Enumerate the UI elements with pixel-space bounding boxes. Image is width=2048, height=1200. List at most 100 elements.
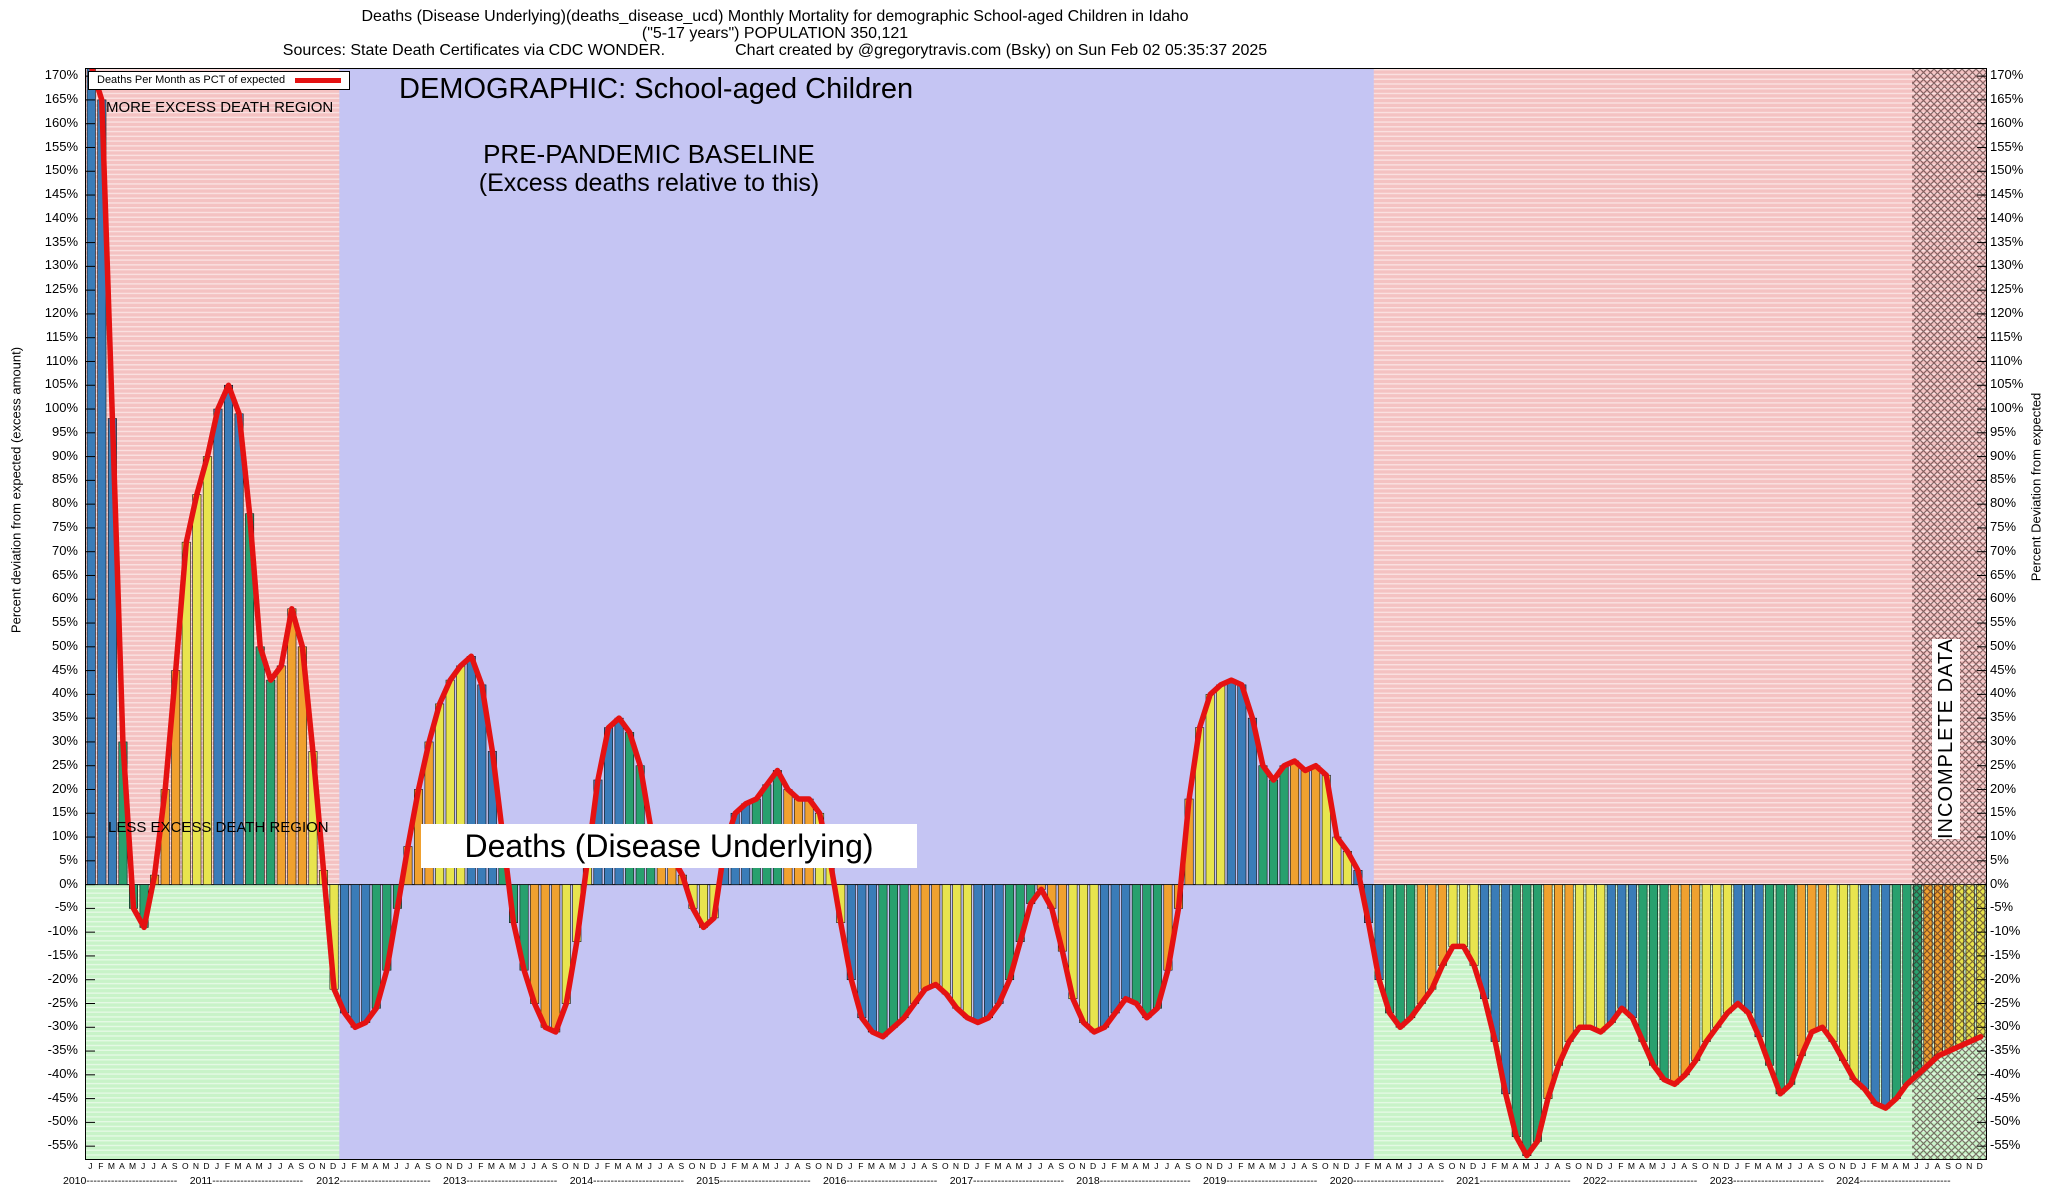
month-bar (1395, 884, 1405, 1028)
x-axis-year-label: 2010-------------------------- (63, 1175, 178, 1187)
x-axis-month-label: J (1544, 1161, 1550, 1171)
y-axis-tick-label: -25% (47, 994, 78, 1010)
x-axis-month-label: M (1627, 1161, 1635, 1171)
month-bar (1543, 884, 1553, 1099)
x-axis-month-label: M (487, 1161, 495, 1171)
x-axis-month-label: O (308, 1161, 316, 1171)
x-axis-month-label: M (1501, 1161, 1509, 1171)
x-axis-year-label: 2011-------------------------- (189, 1175, 304, 1187)
x-axis-month-label: M (382, 1161, 390, 1171)
month-bar (1902, 884, 1912, 1085)
x-axis-month-label: M (1268, 1161, 1277, 1171)
x-axis-month-label: N (1712, 1161, 1719, 1171)
y-axis-tick-label: 30% (1990, 732, 2017, 748)
month-bar (1522, 884, 1532, 1156)
y-axis-tick-label: 0% (1990, 875, 2009, 891)
month-bar (1744, 884, 1753, 1014)
x-axis-month-label: F (1111, 1161, 1117, 1171)
month-bar (1226, 679, 1236, 885)
y-axis-tick-label: 55% (51, 614, 78, 629)
x-axis-month-label: S (805, 1161, 811, 1171)
x-axis-month-label: A (1554, 1161, 1561, 1171)
month-bar (1891, 884, 1901, 1099)
x-axis-month-label: A (1132, 1161, 1139, 1171)
month-bar (1733, 884, 1743, 1004)
x-axis-month-label: S (1058, 1161, 1065, 1171)
x-axis-month-label: N (1206, 1161, 1213, 1171)
x-axis-month-label: N (826, 1161, 833, 1171)
legend: Deaths Per Month as PCT of expected (88, 71, 351, 90)
month-bar (1089, 884, 1099, 1033)
x-axis-month-label: S (1185, 1161, 1191, 1171)
x-axis-month-label: M (1395, 1161, 1403, 1171)
x-axis-year-label: 2016-------------------------- (823, 1175, 938, 1187)
y-axis-right: 170% 165% 160% 155% 150% 145% 140% 135% 130% 125%… (1990, 68, 2048, 1158)
x-axis-month-label: M (1775, 1161, 1783, 1171)
x-axis-month-label: J (88, 1161, 93, 1171)
chart-title-line3: Sources: State Death Certificates via CD… (0, 42, 1550, 59)
x-axis-month-label: A (1174, 1161, 1181, 1171)
month-bar (899, 884, 909, 1019)
x-axis-month-label: M (234, 1161, 242, 1171)
month-bar (1269, 779, 1278, 885)
month-bar (1205, 694, 1215, 885)
month-bar (1649, 884, 1658, 1066)
x-axis-month-label: S (678, 1161, 685, 1171)
y-axis-tick-label: 100% (1990, 400, 2024, 415)
x-axis-month-label: J (1354, 1161, 1360, 1171)
x-axis-month-label: D (1343, 1161, 1350, 1171)
x-axis-month-label: J (911, 1161, 916, 1171)
x-axis-month-label: J (1924, 1161, 1930, 1171)
pct-of-expected-line (89, 69, 1984, 1159)
legend-label: Deaths Per Month as PCT of expected (97, 74, 286, 86)
x-axis-month-label: J (1608, 1161, 1613, 1171)
y-axis-tick-label: 105% (1990, 376, 2024, 392)
x-axis-month-label: J (520, 1161, 526, 1171)
month-bar (1659, 884, 1669, 1080)
month-bar (889, 884, 898, 1028)
y-axis-tick-label: -5% (54, 899, 78, 915)
plot-area: Deaths Per Month as PCT of expected MORE… (85, 68, 1987, 1160)
month-bar (931, 884, 941, 985)
x-axis-month-label: D (1596, 1161, 1603, 1171)
x-axis-month-label: O (941, 1161, 949, 1171)
month-bar (1237, 684, 1247, 885)
y-axis-tick-label: 50% (51, 637, 78, 653)
x-axis-month-label: S (1818, 1161, 1825, 1171)
month-bar (1638, 884, 1648, 1042)
y-axis-tick-label: 20% (51, 780, 78, 796)
x-axis-month-label: J (1164, 1161, 1170, 1171)
x-axis-month-label: J (1671, 1161, 1676, 1171)
month-bar (1828, 884, 1838, 1042)
x-axis-month-label: O (1575, 1161, 1582, 1171)
x-axis-month-label: A (119, 1161, 125, 1171)
month-bar (1100, 884, 1110, 1028)
x-axis-month-label: A (1639, 1161, 1645, 1171)
x-axis-month-label: J (1291, 1161, 1296, 1171)
x-axis-month-label: A (372, 1161, 379, 1171)
x-axis-month-label: J (1534, 1161, 1539, 1171)
x-axis-month-label: J (1228, 1161, 1233, 1171)
x-axis-month-label: F (1491, 1161, 1497, 1171)
y-axis-tick-label: 140% (44, 209, 78, 225)
month-bar (1712, 884, 1722, 1028)
month-bar (1511, 884, 1521, 1137)
x-axis-year-label: 2023-------------------------- (1709, 1175, 1824, 1187)
y-axis-tick-label: -30% (1990, 1018, 2021, 1034)
baseline-label-line1: PRE-PANDEMIC BASELINE (483, 139, 815, 169)
x-axis-month-label: A (1428, 1161, 1434, 1171)
x-axis-month-label: M (508, 1161, 517, 1171)
x-axis-month-label: J (1798, 1161, 1803, 1171)
x-axis-month-label: S (1565, 1161, 1571, 1171)
x-axis-month-label: O (815, 1161, 822, 1171)
x-axis-month-label: M (1015, 1161, 1023, 1171)
month-bar (1469, 884, 1479, 966)
month-bar (224, 384, 233, 885)
x-axis-month-label: N (1966, 1161, 1973, 1171)
x-axis-month-label: J (774, 1161, 779, 1171)
y-axis-tick-label: 0% (59, 875, 78, 891)
y-axis-tick-label: 130% (44, 257, 78, 273)
month-bar (266, 679, 276, 885)
x-axis-month-label: A (1048, 1161, 1054, 1171)
